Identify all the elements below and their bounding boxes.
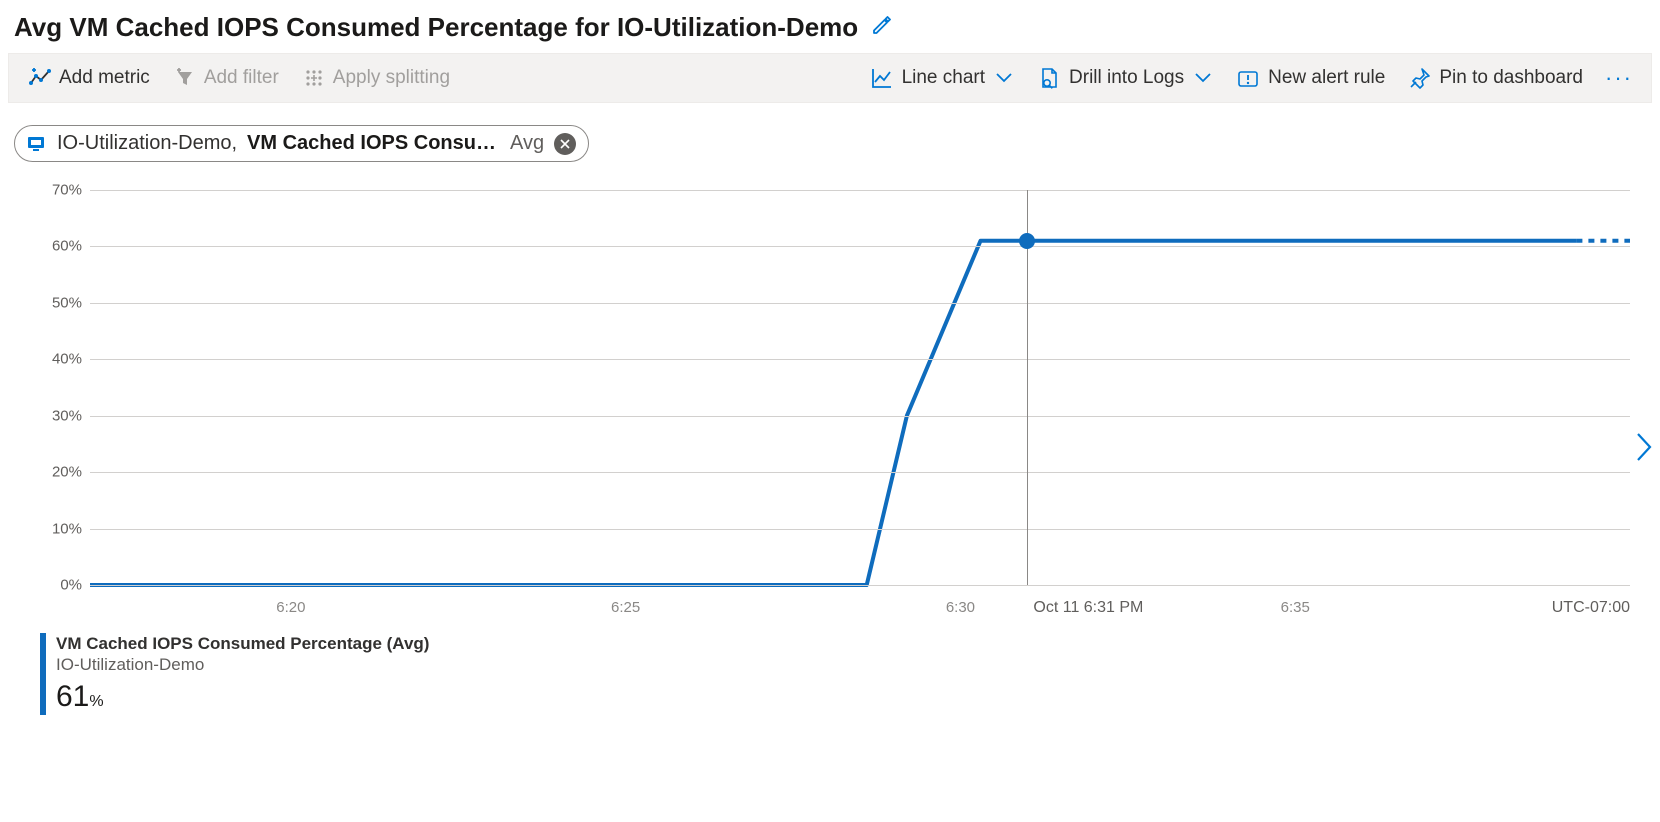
gridline xyxy=(90,190,1630,191)
legend-value-unit: % xyxy=(89,693,103,710)
chevron-down-icon xyxy=(1194,67,1212,89)
gridline xyxy=(90,529,1630,530)
y-tick-label: 10% xyxy=(52,520,82,537)
vm-icon xyxy=(25,133,47,155)
drill-into-logs-button[interactable]: Drill into Logs xyxy=(1027,60,1222,96)
alert-icon xyxy=(1236,66,1260,90)
pin-dashboard-label: Pin to dashboard xyxy=(1439,67,1583,89)
legend-value: 61% xyxy=(56,678,429,716)
chart-type-label: Line chart xyxy=(902,67,985,89)
new-alert-rule-button[interactable]: New alert rule xyxy=(1226,60,1395,96)
new-alert-label: New alert rule xyxy=(1268,67,1385,89)
hover-guide-line xyxy=(1027,190,1028,585)
logs-icon xyxy=(1037,66,1061,90)
add-metric-label: Add metric xyxy=(59,67,150,89)
y-tick-label: 60% xyxy=(52,238,82,255)
pin-icon xyxy=(1409,67,1431,89)
toolbar: Add metric Add filter Apply splitting Li… xyxy=(8,53,1652,103)
legend-title: VM Cached IOPS Consumed Percentage (Avg) xyxy=(56,633,429,654)
page-title: Avg VM Cached IOPS Consumed Percentage f… xyxy=(14,12,858,43)
gridline xyxy=(90,585,1630,586)
legend-value-number: 61 xyxy=(56,680,89,713)
edit-icon[interactable] xyxy=(870,13,894,42)
split-icon xyxy=(303,67,325,89)
y-tick-label: 50% xyxy=(52,294,82,311)
chip-resource: IO-Utilization-Demo, xyxy=(57,132,237,155)
chevron-down-icon xyxy=(995,67,1013,89)
x-tick-label: 6:20 xyxy=(276,599,305,616)
hover-point xyxy=(1019,233,1035,249)
metric-icon xyxy=(29,67,51,89)
y-tick-label: 20% xyxy=(52,464,82,481)
x-tick-label: 6:35 xyxy=(1281,599,1310,616)
hover-timestamp: Oct 11 6:31 PM xyxy=(1033,599,1143,617)
metric-chip-row: IO-Utilization-Demo, VM Cached IOPS Cons… xyxy=(0,103,1660,172)
chip-remove-icon[interactable] xyxy=(554,133,576,155)
line-chart-icon xyxy=(870,66,894,90)
add-filter-label: Add filter xyxy=(204,67,279,89)
x-tick-label: 6:25 xyxy=(611,599,640,616)
chart-area[interactable]: 0%10%20%30%40%50%60%70% Oct 11 6:31 PM 6… xyxy=(30,190,1630,635)
filter-icon xyxy=(174,67,196,89)
title-row: Avg VM Cached IOPS Consumed Percentage f… xyxy=(0,0,1660,53)
chart-plot: Oct 11 6:31 PM xyxy=(90,190,1630,585)
add-metric-button[interactable]: Add metric xyxy=(19,61,160,95)
x-tick-label: 6:30 xyxy=(946,599,975,616)
gridline xyxy=(90,359,1630,360)
metric-chip[interactable]: IO-Utilization-Demo, VM Cached IOPS Cons… xyxy=(14,125,589,162)
legend: VM Cached IOPS Consumed Percentage (Avg)… xyxy=(40,633,429,715)
chip-aggregation: Avg xyxy=(510,132,544,155)
next-chevron-icon[interactable] xyxy=(1634,430,1654,469)
add-filter-button: Add filter xyxy=(164,61,289,95)
chip-metric: VM Cached IOPS Consu… xyxy=(247,132,496,155)
gridline xyxy=(90,472,1630,473)
pin-to-dashboard-button[interactable]: Pin to dashboard xyxy=(1399,61,1593,95)
gridline xyxy=(90,246,1630,247)
chart-type-dropdown[interactable]: Line chart xyxy=(860,60,1023,96)
legend-subtitle: IO-Utilization-Demo xyxy=(56,654,429,675)
timezone-label: UTC-07:00 xyxy=(1552,599,1630,617)
legend-color-bar xyxy=(40,633,46,715)
y-tick-label: 30% xyxy=(52,407,82,424)
y-tick-label: 40% xyxy=(52,351,82,368)
y-tick-label: 70% xyxy=(52,182,82,199)
gridline xyxy=(90,303,1630,304)
series-line xyxy=(90,190,1630,585)
gridline xyxy=(90,416,1630,417)
apply-splitting-label: Apply splitting xyxy=(333,67,450,89)
drill-logs-label: Drill into Logs xyxy=(1069,67,1184,89)
y-axis-labels: 0%10%20%30%40%50%60%70% xyxy=(30,190,82,585)
apply-splitting-button: Apply splitting xyxy=(293,61,460,95)
more-menu-button[interactable]: ··· xyxy=(1597,61,1641,95)
y-tick-label: 0% xyxy=(60,577,82,594)
